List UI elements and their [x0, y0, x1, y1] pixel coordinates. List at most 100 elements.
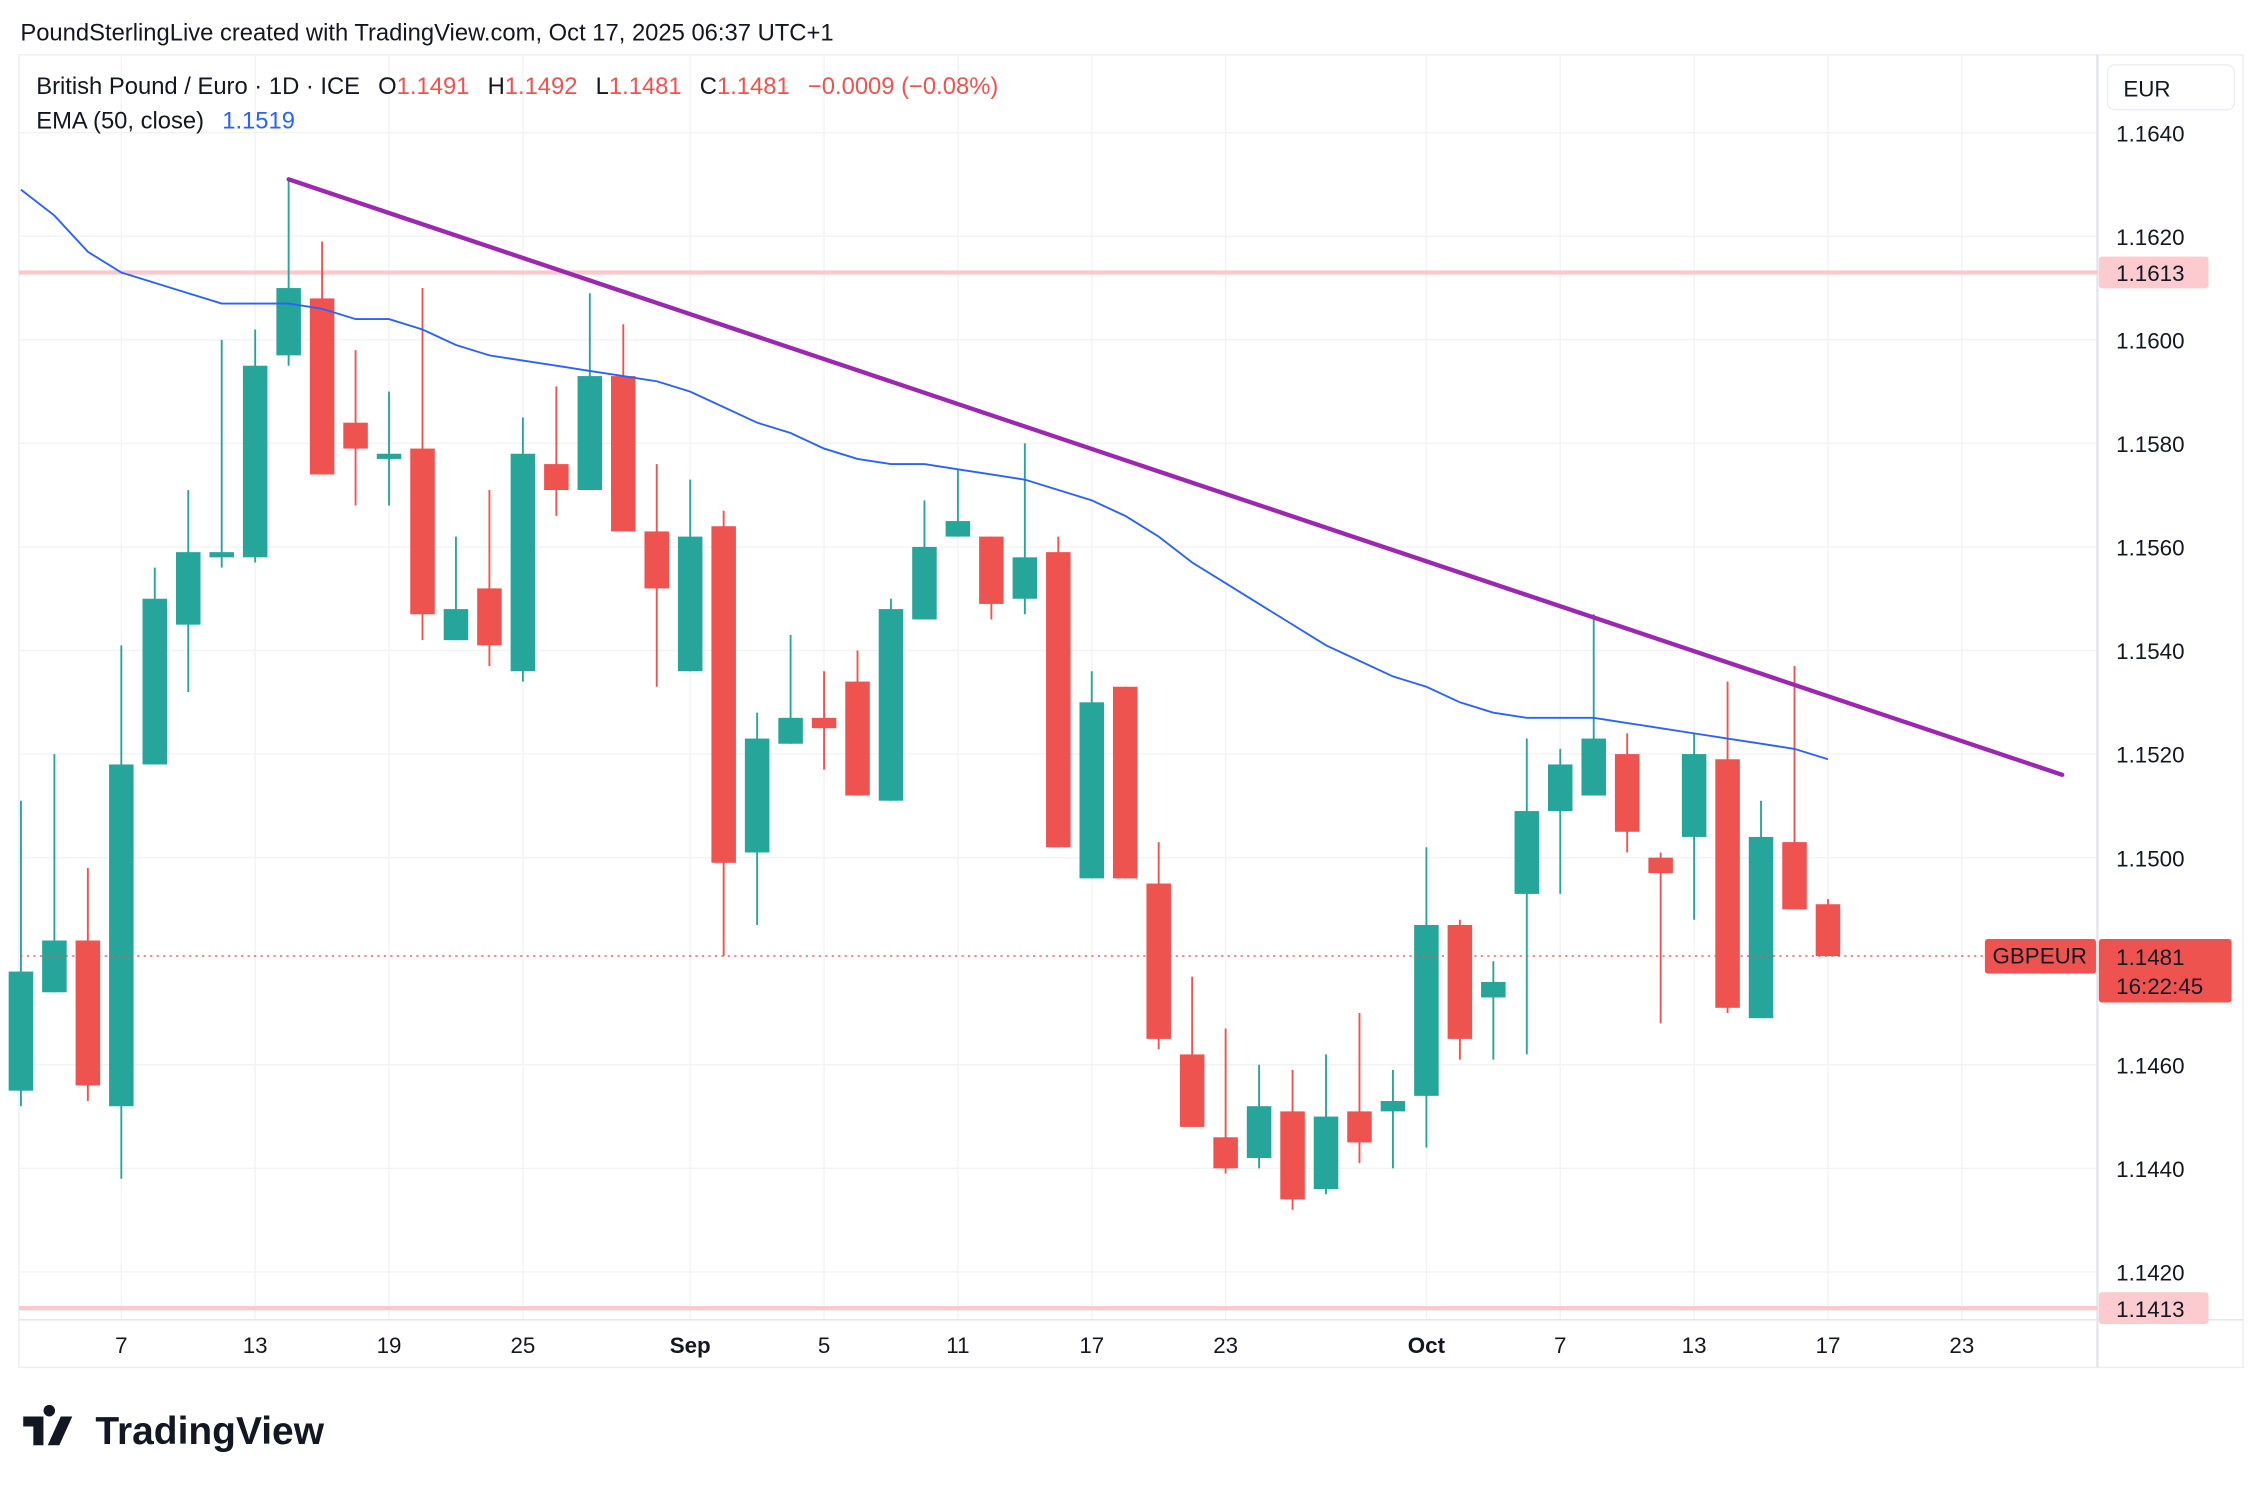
candle[interactable]	[1046, 536, 1071, 848]
candle[interactable]	[142, 567, 168, 765]
candle[interactable]	[811, 671, 837, 770]
candle[interactable]	[1179, 976, 1205, 1127]
candle[interactable]	[1782, 666, 1807, 910]
time-tick-label: 7	[115, 1333, 127, 1358]
logo-text: TradingView	[95, 1410, 324, 1453]
candle[interactable]	[979, 536, 1004, 620]
candle[interactable]	[1112, 686, 1138, 879]
candle[interactable]	[376, 391, 402, 506]
candle[interactable]	[912, 500, 937, 620]
open-label: O	[378, 73, 396, 100]
symbol-label: British Pound / Euro · 1D · ICE	[36, 73, 360, 100]
candle[interactable]	[1514, 738, 1540, 1055]
candle[interactable]	[845, 650, 870, 796]
candle-body	[477, 588, 502, 646]
candle-body	[778, 717, 803, 744]
candle[interactable]	[1280, 1069, 1305, 1210]
candle-body	[677, 536, 703, 672]
high-label: H	[488, 73, 505, 100]
candle[interactable]	[1447, 919, 1473, 1060]
candle[interactable]	[1146, 842, 1171, 1050]
candle[interactable]	[1581, 614, 1606, 796]
candle[interactable]	[544, 386, 569, 516]
candle[interactable]	[175, 489, 201, 692]
candle[interactable]	[945, 469, 971, 537]
candle-body	[443, 609, 469, 641]
candle[interactable]	[644, 464, 669, 687]
grid	[18, 54, 2098, 1320]
time-tick-label: Sep	[670, 1333, 711, 1358]
candle[interactable]	[410, 288, 435, 641]
close-value: 1.1481	[717, 73, 790, 100]
candle[interactable]	[209, 339, 234, 568]
candle-body	[1681, 754, 1707, 837]
candle[interactable]	[1547, 748, 1573, 894]
candle[interactable]	[878, 598, 904, 801]
tradingview-logo[interactable]: TradingView	[23, 1404, 325, 1453]
candle[interactable]	[1815, 899, 1841, 957]
candle[interactable]	[1481, 961, 1506, 1060]
candle[interactable]	[242, 329, 268, 563]
candle[interactable]	[510, 417, 536, 682]
time-tick-label: 17	[1816, 1333, 1841, 1358]
candle[interactable]	[1079, 671, 1105, 879]
candle[interactable]	[1414, 847, 1439, 1148]
trendline[interactable]	[286, 177, 2065, 777]
horizontal-line-label: 1.1413	[2116, 1297, 2184, 1322]
price-axis[interactable]: 1.1640 1.1620 1.1600 1.1580 1.1560 1.1540 1.15…	[2116, 121, 2184, 1285]
candle[interactable]	[1246, 1064, 1272, 1169]
candle-body	[811, 717, 837, 729]
candle-body	[142, 598, 168, 765]
candle[interactable]	[611, 324, 636, 532]
price-tick-label: 1.1620	[2116, 225, 2184, 250]
time-tick-label: 17	[1079, 1333, 1104, 1358]
candle[interactable]	[109, 645, 134, 1179]
candle[interactable]	[1681, 733, 1707, 920]
candle[interactable]	[42, 754, 67, 993]
chart-frame	[18, 54, 2244, 1369]
candle[interactable]	[744, 712, 770, 925]
horizontal-line-label: 1.1613	[2116, 261, 2184, 286]
candle[interactable]	[1648, 852, 1673, 1024]
time-tick-label: 25	[510, 1333, 535, 1358]
candle[interactable]	[1012, 443, 1038, 615]
candle-body	[1213, 1137, 1238, 1169]
candle-body	[1581, 738, 1606, 796]
price-tick-label: 1.1580	[2116, 432, 2184, 457]
candle-body	[1380, 1101, 1406, 1112]
candle[interactable]	[1380, 1069, 1406, 1169]
price-tick-label: 1.1640	[2116, 121, 2184, 146]
candle[interactable]	[8, 800, 34, 1107]
candle-body	[744, 738, 770, 853]
candle[interactable]	[1614, 733, 1640, 853]
candle-body	[1347, 1111, 1372, 1143]
candle[interactable]	[1213, 1028, 1238, 1174]
open-value: 1.1491	[397, 73, 470, 100]
candle[interactable]	[1715, 681, 1740, 1013]
horizontal-lines[interactable]: 1.1613 1.1413	[18, 256, 2209, 1325]
ema-legend[interactable]: EMA (50, close) 1.1519	[36, 107, 295, 134]
candle[interactable]	[1313, 1054, 1339, 1195]
candle-body	[242, 365, 268, 558]
legend-row: British Pound / Euro · 1D · ICE O1.1491 …	[36, 73, 998, 100]
candle-body	[1447, 924, 1473, 1039]
tradingview-logo-icon	[23, 1404, 73, 1446]
candle[interactable]	[309, 241, 335, 475]
time-tick-label: 23	[1213, 1333, 1238, 1358]
currency-button[interactable]: EUR	[2106, 64, 2236, 111]
candle[interactable]	[1748, 800, 1774, 1019]
candle[interactable]	[443, 536, 469, 641]
time-axis[interactable]: 7 13 19 25 Sep 5 11 17 23 Oct 7 13 17 23	[115, 1333, 1974, 1358]
candle-body	[1246, 1106, 1272, 1158]
change-value: −0.0009 (−0.08%)	[808, 73, 998, 100]
candle[interactable]	[778, 634, 803, 744]
candle[interactable]	[711, 510, 736, 957]
candle[interactable]	[577, 293, 603, 490]
candle[interactable]	[477, 489, 502, 667]
candle[interactable]	[75, 868, 101, 1102]
candle[interactable]	[1347, 1012, 1372, 1164]
high-value: 1.1492	[505, 73, 578, 100]
candle[interactable]	[677, 479, 703, 672]
candle[interactable]	[276, 179, 301, 366]
candle[interactable]	[343, 350, 368, 506]
